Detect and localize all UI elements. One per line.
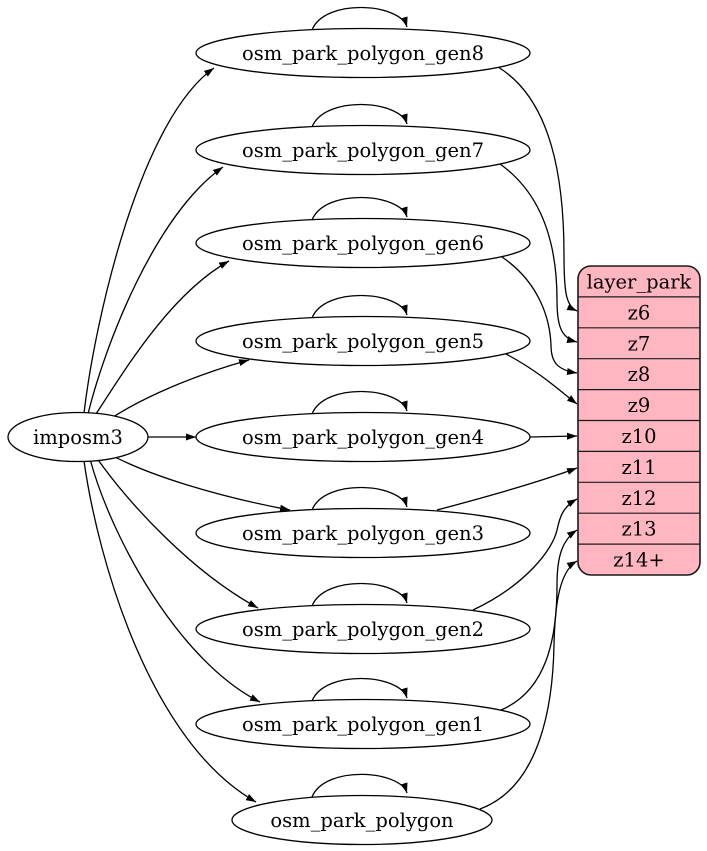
selfloop-gen8 — [311, 6, 408, 31]
row-z10: z10 — [621, 425, 656, 448]
row-z8: z8 — [628, 363, 651, 386]
edge-gen3-to-z11 — [436, 467, 578, 511]
selfloop-gen1 — [311, 677, 408, 702]
edge-gen6-to-z8 — [501, 256, 578, 375]
selfloop-gen4 — [311, 390, 408, 415]
node-osm-park-polygon-gen3: osm_park_polygon_gen3 — [195, 507, 531, 559]
row-z12: z12 — [621, 487, 656, 510]
row-z11: z11 — [621, 456, 656, 479]
node-osm-park-polygon-gen5: osm_park_polygon_gen5 — [195, 315, 531, 367]
selfloop-polygon — [311, 773, 408, 798]
node-gen2-label: osm_park_polygon_gen2 — [242, 618, 484, 641]
node-gen3-label: osm_park_polygon_gen3 — [242, 522, 484, 545]
node-imposm3-label: imposm3 — [33, 426, 123, 449]
node-imposm3-shape — [7, 411, 149, 463]
edge-imposm3-to-gen7 — [87, 166, 224, 415]
edge-polygon-to-z14plus — [479, 560, 578, 810]
edge-imposm3-to-gen2 — [95, 456, 259, 609]
layer-park-title: layer_park — [587, 271, 692, 294]
selfloop-gen5 — [311, 294, 408, 319]
node-osm-park-polygon-gen4: osm_park_polygon_gen4 — [195, 411, 531, 463]
node-polygon-label: osm_park_polygon — [270, 809, 454, 832]
edge-gen8-to-z6 — [497, 66, 578, 312]
node-osm-park-polygon-gen1: osm_park_polygon_gen1 — [195, 698, 531, 750]
edge-imposm3-to-gen3 — [103, 450, 291, 512]
selfloop-gen3 — [311, 486, 408, 511]
node-gen3-shape — [195, 507, 531, 559]
edges-from-imposm3 — [83, 67, 291, 803]
node-gen8-label: osm_park_polygon_gen8 — [242, 42, 484, 65]
node-gen2-shape — [195, 603, 531, 655]
node-gen1-shape — [195, 698, 531, 750]
node-gen7-label: osm_park_polygon_gen7 — [242, 139, 484, 162]
node-gen4-label: osm_park_polygon_gen4 — [242, 426, 484, 449]
row-z9: z9 — [628, 394, 651, 417]
edge-imposm3-to-gen1 — [89, 458, 261, 703]
edge-gen7-to-z7 — [499, 163, 578, 343]
self-loop-edges — [311, 6, 408, 798]
edge-imposm3-to-gen6 — [93, 260, 230, 418]
edges-to-layer-park — [436, 66, 578, 810]
row-z6: z6 — [628, 301, 651, 324]
selfloop-gen7 — [311, 103, 408, 128]
layer-park-table: layer_park z6 z7 z8 z9 z10 z11 z12 z13 z… — [577, 265, 701, 576]
row-z14plus: z14+ — [613, 549, 664, 572]
node-gen6-label: osm_park_polygon_gen6 — [242, 232, 484, 255]
edge-imposm3-to-polygon — [83, 460, 257, 803]
edge-gen4-to-z10 — [529, 432, 578, 440]
node-polygon-shape — [231, 794, 493, 846]
selfloop-gen6 — [311, 196, 408, 221]
node-osm-park-polygon-gen7: osm_park_polygon_gen7 — [195, 124, 531, 176]
row-z13: z13 — [621, 518, 656, 541]
node-osm-park-polygon-gen6: osm_park_polygon_gen6 — [195, 217, 531, 269]
edge-gen2-to-z12 — [472, 498, 578, 611]
selfloop-gen2 — [311, 582, 408, 607]
edge-gen5-to-z9 — [505, 353, 578, 405]
node-osm-park-polygon-gen8: osm_park_polygon_gen8 — [195, 27, 531, 79]
node-gen6-shape — [195, 217, 531, 269]
node-gen1-label: osm_park_polygon_gen1 — [242, 713, 484, 736]
node-osm-park-polygon: osm_park_polygon — [231, 794, 493, 846]
edge-imposm3-to-gen8 — [83, 67, 215, 414]
node-gen5-shape — [195, 315, 531, 367]
node-osm-park-polygon-gen2: osm_park_polygon_gen2 — [195, 603, 531, 655]
node-gen5-label: osm_park_polygon_gen5 — [242, 330, 484, 353]
node-gen7-shape — [195, 124, 531, 176]
layer-park-row-separators — [578, 296, 700, 545]
graph-nodes: imposm3 osm_park_polygon_gen8 osm_park_p… — [7, 27, 531, 846]
row-z7: z7 — [628, 332, 651, 355]
node-imposm3: imposm3 — [7, 411, 149, 463]
node-gen8-shape — [195, 27, 531, 79]
edge-imposm3-to-gen5 — [103, 359, 250, 424]
node-gen4-shape — [195, 411, 531, 463]
